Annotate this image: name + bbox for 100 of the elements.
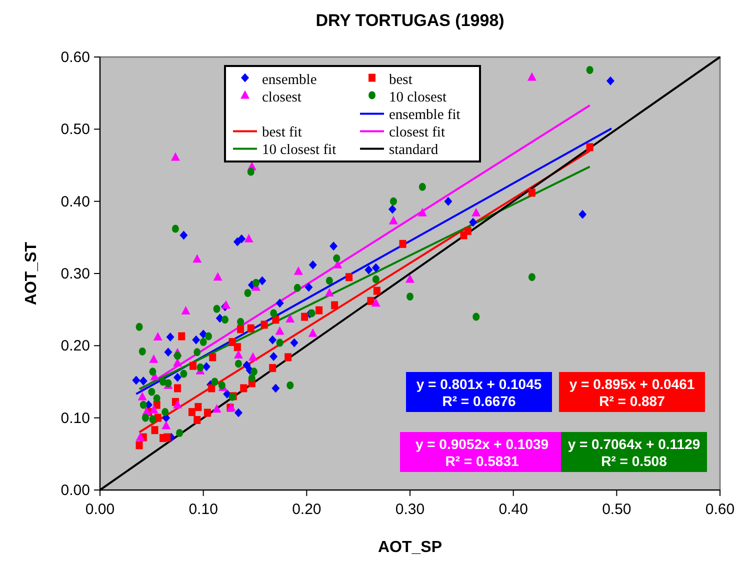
point bbox=[136, 441, 143, 450]
point bbox=[136, 322, 143, 331]
point bbox=[388, 216, 398, 224]
x-tick-label: 0.00 bbox=[85, 501, 115, 518]
x-tick-label: 0.20 bbox=[292, 501, 322, 518]
point bbox=[406, 274, 414, 283]
point bbox=[606, 76, 614, 86]
point bbox=[172, 224, 179, 233]
point bbox=[247, 168, 254, 176]
point bbox=[444, 196, 452, 206]
point bbox=[399, 240, 406, 248]
point bbox=[248, 374, 256, 382]
point bbox=[418, 208, 427, 216]
point bbox=[586, 66, 594, 74]
x-tick-label: 0.10 bbox=[188, 501, 218, 518]
point bbox=[170, 152, 180, 161]
point bbox=[132, 376, 140, 385]
point bbox=[578, 210, 587, 219]
y-tick-label: 0.50 bbox=[60, 121, 90, 138]
point bbox=[270, 352, 278, 361]
point bbox=[162, 408, 169, 416]
point bbox=[164, 348, 172, 357]
point bbox=[252, 278, 260, 287]
x-tick-label: 0.60 bbox=[705, 501, 735, 518]
point bbox=[472, 312, 480, 321]
point bbox=[390, 197, 397, 206]
legend-label: ensemble fit bbox=[389, 106, 460, 123]
point bbox=[211, 378, 218, 386]
legend-label: best fit bbox=[262, 124, 302, 140]
y-tick-label: 0.40 bbox=[60, 193, 90, 210]
point bbox=[406, 292, 414, 301]
y-tick-label: 0.30 bbox=[60, 266, 90, 282]
legend-label: closest bbox=[262, 89, 302, 106]
point bbox=[213, 272, 222, 281]
point bbox=[244, 234, 254, 242]
point bbox=[294, 284, 301, 292]
point bbox=[528, 188, 536, 197]
point bbox=[153, 332, 162, 341]
point bbox=[212, 404, 222, 413]
point bbox=[268, 335, 277, 344]
point bbox=[190, 362, 196, 370]
point bbox=[196, 363, 204, 372]
point bbox=[331, 301, 338, 310]
point bbox=[174, 384, 181, 392]
point bbox=[222, 316, 229, 324]
point bbox=[142, 414, 149, 422]
point bbox=[138, 392, 147, 400]
legend-label: closest fit bbox=[389, 124, 445, 140]
point bbox=[326, 276, 333, 285]
point bbox=[173, 400, 182, 408]
y-tick-label: 0.00 bbox=[60, 482, 90, 499]
x-tick-label: 0.30 bbox=[395, 501, 425, 518]
point bbox=[472, 208, 481, 216]
point bbox=[248, 352, 258, 361]
point bbox=[308, 328, 318, 337]
annotation: y = 0.7064x + 0.1129 R² = 0.508 bbox=[568, 436, 700, 469]
point bbox=[188, 408, 196, 416]
x-tick-label: 0.50 bbox=[602, 501, 632, 518]
point bbox=[194, 416, 201, 424]
legend-label: best bbox=[389, 72, 412, 88]
point bbox=[284, 353, 292, 362]
point bbox=[290, 338, 298, 348]
y-tick-label: 0.60 bbox=[60, 49, 90, 66]
point bbox=[234, 360, 242, 368]
point bbox=[373, 286, 380, 295]
point bbox=[272, 384, 280, 393]
point bbox=[194, 348, 201, 356]
point bbox=[272, 316, 280, 324]
point bbox=[250, 368, 258, 376]
point bbox=[222, 300, 231, 309]
point bbox=[194, 403, 202, 412]
annotation: y = 0.801x + 0.1045 R² = 0.6676 bbox=[416, 376, 542, 409]
point bbox=[140, 400, 147, 409]
point bbox=[469, 218, 478, 227]
point bbox=[209, 353, 216, 362]
point bbox=[527, 72, 536, 81]
point bbox=[346, 273, 353, 282]
point bbox=[286, 314, 295, 322]
point bbox=[180, 230, 188, 240]
point bbox=[333, 254, 340, 262]
point bbox=[240, 384, 248, 392]
point bbox=[294, 266, 303, 275]
point bbox=[364, 265, 373, 274]
point bbox=[237, 325, 244, 334]
point bbox=[213, 304, 220, 313]
legend-label: 10 closest fit bbox=[262, 142, 336, 158]
point bbox=[276, 338, 284, 347]
x-axis-title: AOT_SP bbox=[378, 539, 442, 556]
annotation: y = 0.9052x + 0.1039 R² = 0.5831 bbox=[415, 436, 549, 469]
point bbox=[286, 381, 294, 390]
point bbox=[176, 428, 184, 437]
chart-title: DRY TORTUGAS (1998) bbox=[316, 11, 504, 30]
point bbox=[234, 350, 243, 359]
point bbox=[244, 288, 252, 297]
point bbox=[388, 204, 396, 214]
point bbox=[136, 432, 145, 441]
point bbox=[148, 388, 156, 396]
point bbox=[204, 408, 211, 417]
legend-label: standard bbox=[389, 142, 439, 158]
point bbox=[258, 276, 266, 286]
